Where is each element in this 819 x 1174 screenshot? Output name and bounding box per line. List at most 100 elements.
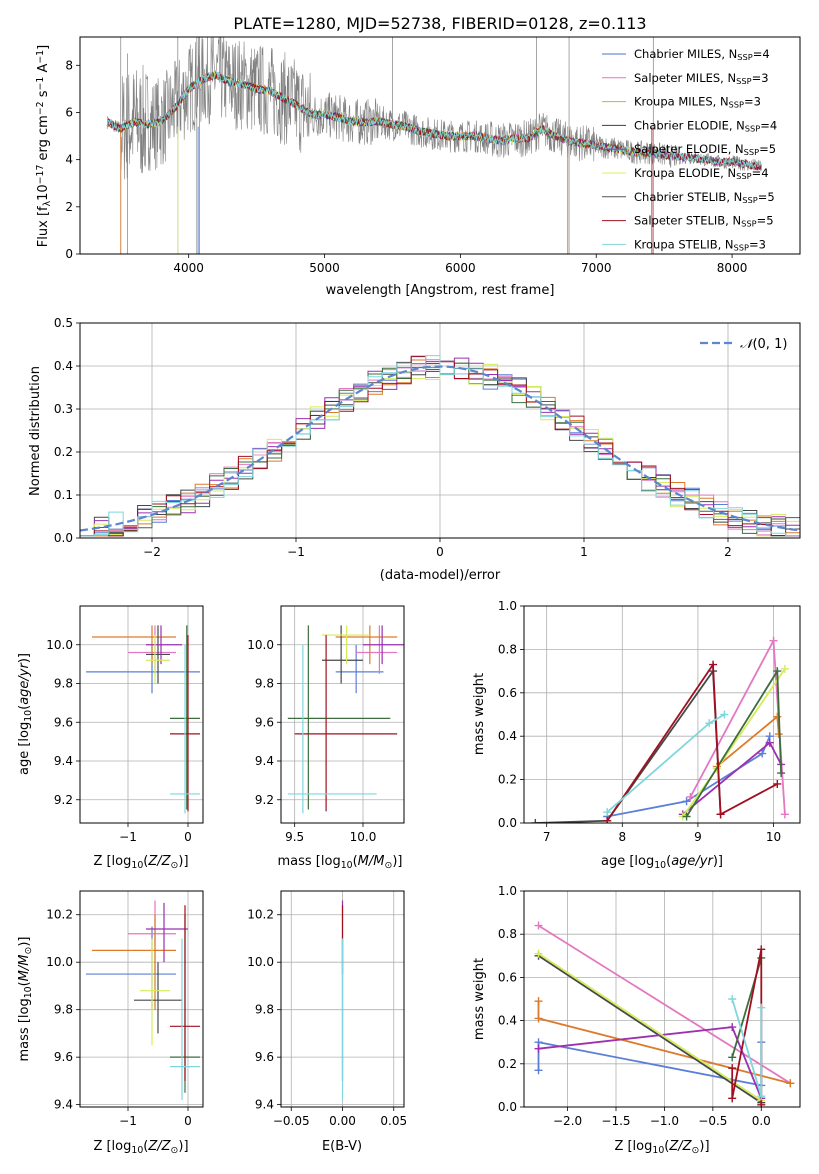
legend-entry-part: Salpeter MILES, N <box>634 71 736 85</box>
mass-weight-vs-age-panel-plot-area <box>531 636 789 823</box>
mass-weight-marker-salpeter_stelib <box>709 660 718 669</box>
mass-vs-ebv-xlabel: E(B-V) <box>322 1139 362 1154</box>
mass-weight-marker-chabrier_stelib <box>682 812 691 821</box>
legend-entry-part: =3 <box>744 95 761 109</box>
age-vs-mass-panel-xtick-label: 10.0 <box>350 830 377 844</box>
spectrum-xlabel: wavelength [Angstrom, rest frame] <box>326 283 555 298</box>
residual-panel-xtick-label: 1 <box>580 545 588 559</box>
age-vs-z-panel-plot-area <box>86 625 200 814</box>
legend-entry-part: SSP <box>737 52 752 62</box>
mass-weight-vs-z-xlabel-part: ( <box>664 1139 669 1154</box>
mass-vs-ebv-panel: −0.05 0.00 0.05 9.4 9.6 9.8 10.0 10.2 E(B-V) <box>247 890 407 1154</box>
mass-weight-vs-z-panel-xtick-label: −2.0 <box>553 1114 582 1128</box>
mass-weight-vs-age-xlabel-part: ( <box>666 854 671 869</box>
spectrum-panel-ytick-label: 6 <box>65 105 73 119</box>
age-vs-mass-panel: 9.5 10.0 9.2 9.4 9.6 9.8 10.0 mass [log10(M/M⊙)… <box>247 605 405 871</box>
spectrum-panel-xtick-label: 6000 <box>445 261 476 275</box>
legend-entry-part: Chabrier ELODIE, N <box>634 118 745 132</box>
mass-vs-z-xlabel-part: )] <box>178 1139 188 1154</box>
mass-vs-z-xlabel: Z [log10(Z/Z⊙)] <box>93 1139 188 1156</box>
mass-weight-vs-z-xlabel-part: ⊙ <box>692 1145 700 1156</box>
spectrum-panel-plot-area <box>106 37 763 254</box>
mass-weight-vs-z-ylabel: mass weight <box>472 958 487 1040</box>
mass-vs-z-ylabel-part: ⊙ <box>23 947 34 955</box>
mass-vs-z-ylabel-part: M/M <box>17 955 32 982</box>
mass-vs-z-xlabel-part: ( <box>143 1139 148 1154</box>
mass-weight-line-salpeter_elodie <box>538 1026 763 1099</box>
mass-vs-ebv-panel-xtick-label: 0.05 <box>380 1114 407 1128</box>
mass-weight-line-kroupa_stelib <box>731 998 763 1097</box>
age-vs-z-xlabel-part: 10 <box>131 860 143 871</box>
age-vs-z-panel-xtick-label: −1 <box>119 830 137 844</box>
figure-title: PLATE=1280, MJD=52738, FIBERID=0128, z=0… <box>233 14 646 33</box>
mass-weight-marker-kroupa_miles <box>786 1079 795 1088</box>
legend-entry-part: =3 <box>752 71 769 85</box>
mass-weight-vs-z-xlabel: Z [log10(Z/Z⊙)] <box>614 1139 709 1156</box>
spectrum-panel-ytick-label: 8 <box>65 58 73 72</box>
mass-weight-vs-age-xlabel-part: age [log <box>601 854 654 869</box>
mass-vs-z-ylabel-part: ( <box>17 981 32 986</box>
spectrum-ylabel-part: λ <box>42 200 53 206</box>
mass-weight-vs-z-panel-xtick-label: 0.0 <box>752 1114 771 1128</box>
age-vs-z-panel-ytick-label: 9.6 <box>54 715 73 729</box>
mass-vs-z-panel-ytick-label: 10.0 <box>46 955 73 969</box>
mass-weight-marker-salpeter_elodie <box>728 1023 737 1032</box>
mass-vs-z-ylabel-part: )] <box>17 937 32 947</box>
spectrum-panel-ytick-label: 0 <box>65 247 73 261</box>
legend-entry-part: Salpeter ELODIE, N <box>634 142 744 156</box>
spectrum-ylabel-part: s <box>36 90 51 101</box>
spectrum-panel-ytick-label: 2 <box>65 200 73 214</box>
residual-panel-frame <box>79 322 801 539</box>
mass-weight-marker-kroupa_stelib <box>757 1003 766 1012</box>
age-vs-mass-xlabel-part: 10 <box>341 860 353 871</box>
legend-entry-part: SSP <box>736 171 751 181</box>
residual-panel-ytick-label: 0.0 <box>54 531 73 545</box>
mass-weight-vs-z-panel-plot-area <box>534 921 795 1107</box>
legend-entry: Salpeter MILES, NSSP=3 <box>634 71 769 86</box>
mass-weight-vs-z-panel-xtick-label: −1.0 <box>650 1114 679 1128</box>
legend-entry-part: SSP <box>734 243 749 253</box>
mass-weight-vs-age-panel-xtick-label: 8 <box>618 830 626 844</box>
age-vs-z-panel: −1 09.29.49.69.810.0Z [log10(Z/Z⊙)]age [l… <box>17 605 204 871</box>
mass-weight-vs-age-panel-ytick-label: 0.4 <box>498 729 517 743</box>
spectrum-ylabel-part: Flux [f <box>36 206 51 247</box>
age-vs-z-panel-ytick-label: 9.8 <box>54 677 73 691</box>
residual-panel-ytick-label: 0.4 <box>54 359 73 373</box>
spectrum-ylabel: Flux [fλ10−17 erg cm−2 s−1 A−1] <box>35 45 52 247</box>
legend-entry-part: =4 <box>753 47 770 61</box>
mass-weight-vs-age-panel-xtick-label: 7 <box>543 830 551 844</box>
mass-weight-line-chabrier_elodie <box>538 955 762 1104</box>
mass-vs-z-panel-xtick-label: 0 <box>184 1114 192 1128</box>
model-fit-kroupa_stelib <box>106 71 763 170</box>
legend-entry-part: =4 <box>760 118 777 132</box>
legend-entry: Chabrier ELODIE, NSSP=4 <box>634 118 777 133</box>
age-vs-z-panel-frame <box>79 605 204 824</box>
legend-entry-part: SSP <box>742 195 757 205</box>
spectrum-ylabel-part: ] <box>36 45 51 50</box>
age-vs-z-ylabel-part: age/yr <box>17 661 32 704</box>
mass-vs-z-ylabel-part: 10 <box>23 986 34 998</box>
mass-weight-marker-kroupa_miles <box>534 1014 543 1023</box>
mass-weight-marker-chabrier_miles <box>682 797 691 806</box>
mass-vs-z-xlabel-part: Z [log <box>93 1139 131 1154</box>
mass-vs-ebv-panel-ytick-label: 9.6 <box>255 1050 274 1064</box>
mass-vs-z-panel-xtick-label: −1 <box>119 1114 137 1128</box>
age-vs-z-ylabel-part: age [log <box>17 722 32 775</box>
mass-vs-z-panel: −1 09.49.69.810.010.2Z [log10(Z/Z⊙)]mass … <box>17 890 204 1156</box>
mass-weight-marker-kroupa_elodie <box>534 949 543 958</box>
age-vs-mass-panel-plot-area <box>287 625 404 814</box>
age-vs-z-panel-ytick-label: 9.2 <box>54 793 73 807</box>
mass-weight-marker-salpeter_stelib <box>757 1100 766 1107</box>
mass-vs-ebv-panel-xtick-label: −0.05 <box>273 1114 310 1128</box>
mass-vs-z-panel-ytick-label: 9.8 <box>54 1003 73 1017</box>
residual-panel-ytick-label: 0.2 <box>54 445 73 459</box>
mass-weight-vs-age-panel-ytick-label: 0.0 <box>498 816 517 830</box>
spectrum-ylabel-part: erg cm <box>36 115 51 164</box>
mass-weight-marker-kroupa_elodie <box>780 664 789 673</box>
mass-weight-line-salpeter_miles <box>538 924 791 1084</box>
age-vs-z-panel-xtick-label: 0 <box>184 830 192 844</box>
mass-weight-vs-z-xlabel-part: 10 <box>652 1145 664 1156</box>
mass-weight-marker-salpeter_stelib <box>773 779 782 788</box>
legend-entry: Kroupa MILES, NSSP=3 <box>634 95 761 110</box>
